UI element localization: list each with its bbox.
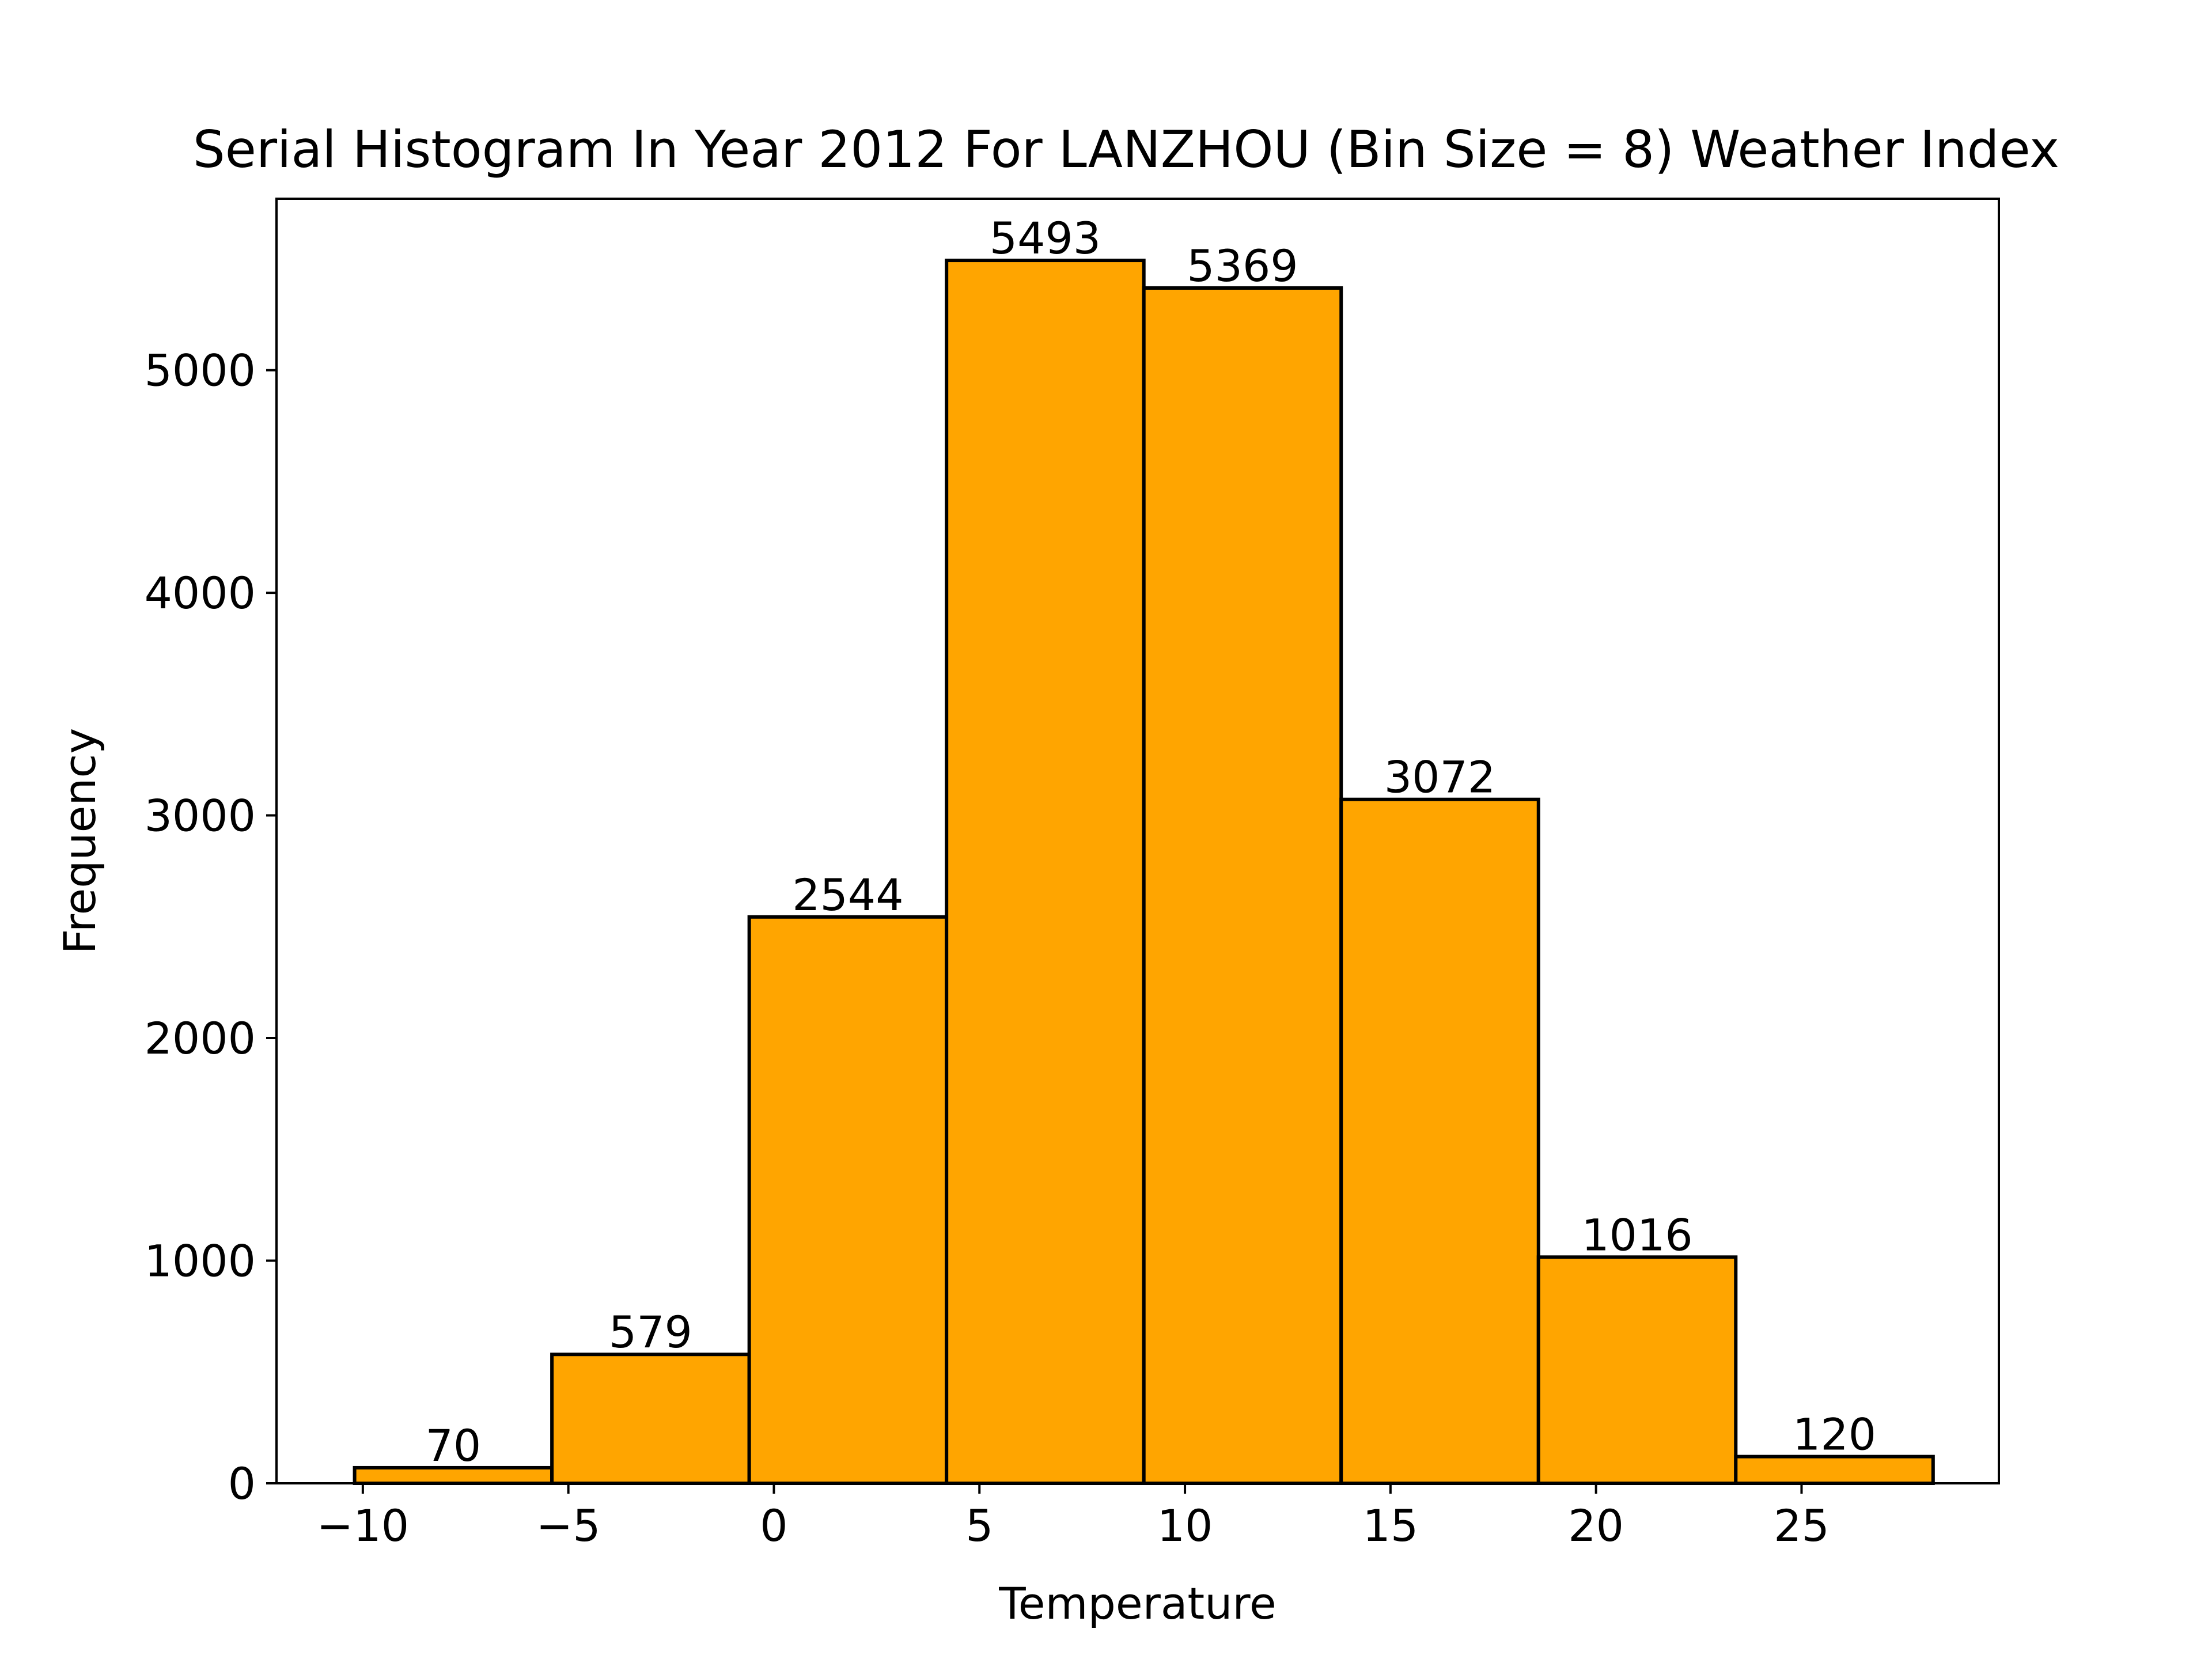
x-axis-ticks: −10 −5 0 5 10 15 20 25	[317, 1483, 1830, 1551]
x-axis-label: Temperature	[998, 1578, 1276, 1629]
x-tick-label: 10	[1157, 1500, 1213, 1551]
histogram-bars	[353, 259, 1935, 1486]
x-tick-label: −10	[317, 1500, 409, 1551]
x-tick-label: 15	[1363, 1500, 1419, 1551]
bar-value-label: 5369	[1187, 240, 1298, 291]
x-tick-label: 25	[1774, 1500, 1830, 1551]
bar-value-label: 3072	[1384, 752, 1495, 803]
y-axis-ticks: 0 1000 2000 3000 4000 5000	[145, 345, 276, 1509]
x-tick-label: −5	[536, 1500, 601, 1551]
histogram-bar	[550, 1353, 751, 1486]
axes-frame	[275, 198, 2000, 1484]
x-tick-label: 20	[1568, 1500, 1624, 1551]
bar-value-label: 70	[425, 1420, 481, 1471]
y-tick-label: 4000	[145, 567, 256, 619]
y-tick-label: 5000	[145, 345, 256, 396]
histogram-data-labels: 70 579 2544 5493 5369 3072 1016 120	[425, 213, 1876, 1471]
bar-value-label: 2544	[792, 869, 903, 921]
y-tick-label: 2000	[145, 1013, 256, 1064]
x-tick-label: 0	[760, 1500, 787, 1551]
y-tick-label: 3000	[145, 790, 256, 842]
bar-value-label: 5493	[990, 213, 1101, 264]
histogram-bar	[1536, 1255, 1738, 1485]
bar-value-label: 120	[1793, 1409, 1876, 1460]
y-tick-label: 1000	[145, 1236, 256, 1287]
histogram-bar	[1339, 797, 1540, 1485]
y-tick-label: 0	[228, 1458, 256, 1509]
histogram-bar	[1734, 1455, 1935, 1485]
histogram-bar	[747, 915, 949, 1485]
bar-value-label: 1016	[1581, 1209, 1692, 1260]
histogram-bar	[945, 259, 1146, 1486]
chart-title: Serial Histogram In Year 2012 For LANZHO…	[193, 120, 2059, 179]
histogram-bar	[1142, 286, 1343, 1485]
y-axis-label: Frequency	[54, 728, 105, 955]
x-tick-label: 5	[965, 1500, 993, 1551]
bar-value-label: 579	[609, 1306, 692, 1358]
